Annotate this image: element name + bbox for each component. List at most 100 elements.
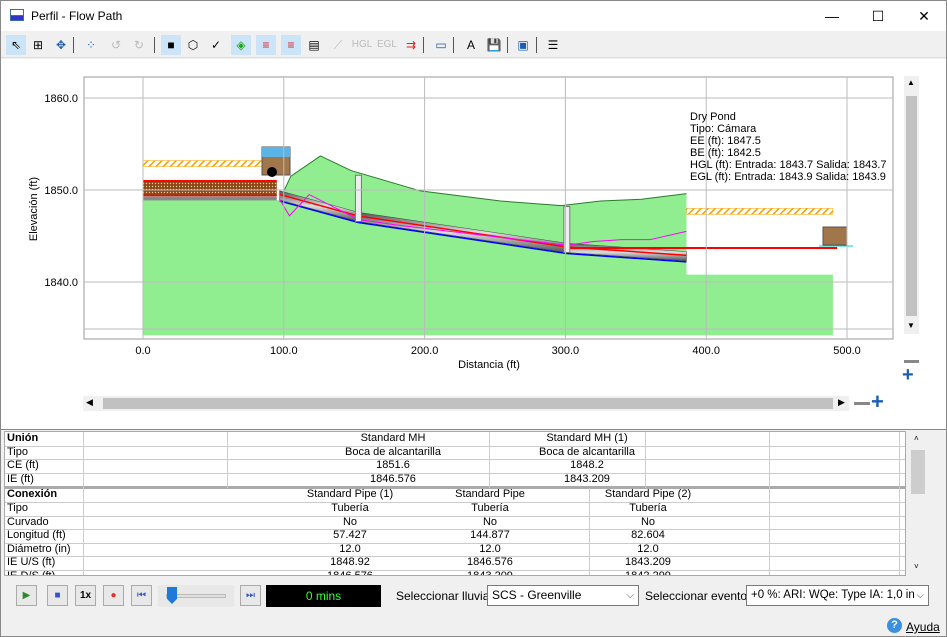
tooltip-line: BE (ft): 1842.5 xyxy=(690,147,761,159)
pond-ground xyxy=(686,274,833,336)
connection-cell: 1843.209 xyxy=(625,556,671,569)
h-zoom-in-icon[interactable]: + xyxy=(871,389,884,414)
grid-scroll-up-icon[interactable]: ˄ xyxy=(914,434,919,443)
column-divider xyxy=(899,488,900,575)
connection-row-label: Curvado xyxy=(7,515,49,528)
scroll-thumb-h[interactable] xyxy=(103,398,833,409)
culvert-opening xyxy=(267,167,277,177)
y-tick-label: 1850.0 xyxy=(44,185,78,197)
minimize-button[interactable]: — xyxy=(825,8,839,24)
y-axis-label: Elevación (ft) xyxy=(28,177,40,241)
select-arrow-icon[interactable]: ⇖ xyxy=(6,35,26,55)
slope-icon[interactable]: ⟋ xyxy=(333,38,343,52)
go-end-button[interactable]: ⏭ xyxy=(240,585,261,606)
go-start-button[interactable]: ⏮ xyxy=(131,585,152,606)
elevation-check-icon[interactable]: ✓ xyxy=(210,38,222,52)
connection-cell: 12.0 xyxy=(339,542,361,555)
scroll-up-icon[interactable]: ▲ xyxy=(907,78,915,87)
union-row-label: CE (ft) xyxy=(7,459,39,472)
connection-row-label: IE U/S (ft) xyxy=(7,556,56,569)
x-tick-label: 300.0 xyxy=(552,345,580,357)
event-select[interactable]: +0 %: ARI: WQe: Type IA: 1,0 in ⌵ xyxy=(746,585,929,606)
pan-icon[interactable]: ✥ xyxy=(55,38,67,52)
properties-grid: Unión Standard MH Standard MH (1) Tipo Boca … xyxy=(4,431,906,576)
record-button[interactable]: ● xyxy=(103,585,124,606)
y-tick-label: 1840.0 xyxy=(44,277,78,289)
drafting-icon[interactable]: A xyxy=(466,38,475,52)
rain-select[interactable]: SCS - Greenville ⌵ xyxy=(487,585,639,606)
outlet-structure-icon xyxy=(822,226,848,246)
zoom-window-icon[interactable]: ⊞ xyxy=(32,38,44,52)
hgl-profile-icon[interactable]: ≡ xyxy=(256,35,276,55)
column-divider xyxy=(83,488,84,575)
union-row-label: IE (ft) xyxy=(7,472,34,485)
egl-profile-icon[interactable]: ≡ xyxy=(281,35,301,55)
connection-cell: 12.0 xyxy=(479,542,501,555)
vertical-scrollbar[interactable]: ▲ ▼ xyxy=(904,76,919,334)
egl-icon[interactable]: EGL xyxy=(376,39,397,50)
column-divider xyxy=(83,432,84,489)
union-cell: 1843.209 xyxy=(564,472,610,485)
pond-top-hatch xyxy=(686,208,834,215)
connection-cell: Standard Pipe (1) xyxy=(306,488,394,501)
save-icon[interactable]: 💾 xyxy=(486,38,502,52)
stop-button[interactable]: ■ xyxy=(47,585,68,606)
tooltip-line: Tipo: Cámara xyxy=(690,123,757,135)
union-cell: Standard MH (1) xyxy=(546,432,628,444)
monitor-icon[interactable]: ▭ xyxy=(435,38,447,52)
tooltip-line: EE (ft): 1847.5 xyxy=(690,135,761,147)
zoom-extents-icon[interactable]: ⁘ xyxy=(85,38,97,52)
connection-row-label: IE D/S (ft) xyxy=(7,570,56,576)
time-slider[interactable] xyxy=(158,585,234,607)
column-divider xyxy=(645,432,646,489)
zoom-out-icon[interactable] xyxy=(904,360,919,363)
print-profile-icon[interactable]: ⇉ xyxy=(405,38,417,52)
scroll-down-icon[interactable]: ▼ xyxy=(907,321,915,330)
profile-chart-panel: 0.0 100.0 200.0 300.0 400.0 500.0 1860.0 1850.0… xyxy=(1,59,946,429)
toolbar-separator xyxy=(507,37,508,53)
surface-hatch xyxy=(142,160,278,167)
grid-scroll-down-icon[interactable]: ˅ xyxy=(914,562,919,571)
scroll-left-icon[interactable]: ◀ xyxy=(86,397,93,407)
event-label: Seleccionar evento: xyxy=(645,589,751,603)
scroll-right-icon[interactable]: ▶ xyxy=(838,397,845,407)
save-image-icon[interactable]: ▣ xyxy=(517,38,529,52)
scroll-thumb[interactable] xyxy=(906,96,917,316)
rotate-left-icon[interactable]: ↺ xyxy=(110,38,122,52)
layers-icon[interactable]: ☰ xyxy=(547,38,559,52)
event-select-value: +0 %: ARI: WQe: Type IA: 1,0 in xyxy=(751,589,915,601)
h-zoom-out-icon[interactable] xyxy=(854,402,870,405)
close-button[interactable]: ✕ xyxy=(918,8,930,24)
speed-button[interactable]: 1x xyxy=(75,585,96,606)
toolbar-separator xyxy=(453,37,454,53)
column-divider xyxy=(769,488,770,575)
play-button[interactable]: ▶ xyxy=(16,585,37,606)
time-display: 0 mins xyxy=(266,585,381,607)
help-icon[interactable]: ? xyxy=(887,618,902,633)
3d-wire-icon[interactable]: ⬡ xyxy=(187,38,199,52)
profile-plot[interactable]: 0.0 100.0 200.0 300.0 400.0 500.0 1860.0 1850.0… xyxy=(1,59,946,429)
union-cell: Boca de alcantarilla xyxy=(344,445,441,458)
terrain-icon[interactable]: ◈ xyxy=(231,35,251,55)
rotate-right-icon[interactable]: ↻ xyxy=(133,38,145,52)
help-link[interactable]: Ayuda xyxy=(906,620,940,634)
row-divider xyxy=(5,529,905,531)
grid-scroll-thumb[interactable] xyxy=(911,450,925,494)
row-divider xyxy=(5,445,905,447)
column-divider xyxy=(899,432,900,489)
slider-thumb[interactable] xyxy=(167,587,177,604)
hgl-icon[interactable]: HGL xyxy=(351,39,373,50)
maximize-button[interactable]: ☐ xyxy=(871,8,885,24)
horizontal-scrollbar[interactable]: ◀ ▶ xyxy=(83,396,849,411)
tooltip-line: HGL (ft): Entrada: 1843.7 Salida: 1843.7 xyxy=(690,159,887,171)
connection-cell: 82.604 xyxy=(631,529,665,542)
toolbar: ⇖ ⊞ ✥ ⁘ ↺ ↻ ■ ⬡ ✓ ◈ ≡ ≡ ▤ ⟋ HGL EGL ⇉ ▭ A 💾 ▣ ☰ xyxy=(1,32,946,58)
zoom-in-icon[interactable]: + xyxy=(902,364,914,386)
connection-cell: 1846.576 xyxy=(327,570,373,576)
3d-solid-icon[interactable]: ■ xyxy=(161,35,181,55)
grid-scrollbar[interactable]: ˄ ˅ xyxy=(910,432,926,575)
union-cell: 1846.576 xyxy=(370,472,416,485)
table-icon[interactable]: ▤ xyxy=(308,38,320,52)
union-row-label: Tipo xyxy=(7,445,28,458)
splitter[interactable] xyxy=(1,429,946,430)
